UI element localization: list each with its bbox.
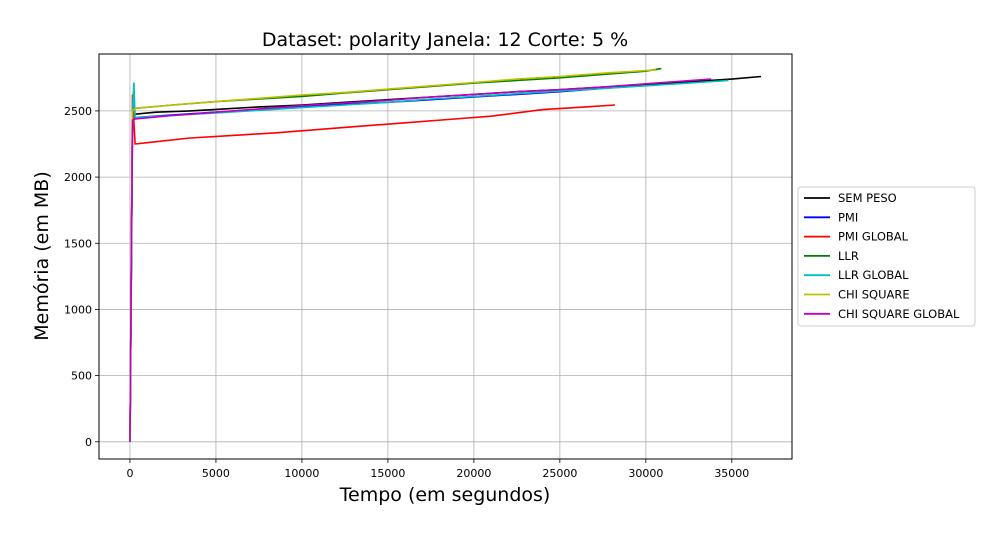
series-line-llr: [129, 67, 662, 442]
y-tick-label: 2000: [64, 171, 92, 184]
series-line-sem-peso: [129, 75, 762, 442]
legend-label-sem-peso: SEM PESO: [838, 191, 897, 205]
series-line-chi-square-global: [129, 78, 712, 442]
grid-lines: [99, 54, 792, 459]
y-tick-label: 0: [85, 436, 92, 449]
series-line-pmi: [129, 86, 621, 442]
series-line-pmi-global: [129, 94, 615, 442]
legend-box: [797, 186, 976, 327]
y-tick-label: 500: [71, 370, 92, 383]
y-tick-label: 1000: [64, 303, 92, 316]
x-tick-label: 30000: [628, 467, 663, 480]
series-lines: [129, 67, 762, 442]
x-axis-title: Tempo (em segundos): [339, 484, 551, 506]
y-tick-label: 1500: [64, 237, 92, 250]
legend: SEM PESO PMI PMI GLOBAL LLR LLR GLOBAL CHI SQ…: [797, 186, 976, 327]
legend-label-chi-square-global: CHI SQUARE GLOBAL: [838, 307, 960, 321]
legend-label-chi-square: CHI SQUARE: [838, 288, 910, 302]
x-tick-label: 10000: [284, 467, 319, 480]
x-tick-label: 20000: [456, 467, 491, 480]
x-tick-label: 15000: [370, 467, 405, 480]
x-tick-label: 25000: [542, 467, 577, 480]
y-tick-label: 2500: [64, 105, 92, 118]
series-line-chi-square: [129, 69, 657, 442]
legend-label-llr-global: LLR GLOBAL: [838, 268, 909, 282]
plot-area: [98, 53, 793, 460]
axis-ticks: 0 5000 10000 15000 20000 25000 30000 35000 0 500 1…: [64, 105, 749, 480]
chart-title: Dataset: polarity Janela: 12 Corte: 5 %: [262, 29, 628, 51]
legend-label-pmi-global: PMI GLOBAL: [838, 230, 909, 244]
legend-label-pmi: PMI: [838, 210, 858, 224]
series-line-llr-global: [129, 79, 729, 442]
x-tick-label: 0: [126, 467, 133, 480]
y-axis-title: Memória (em MB): [31, 171, 53, 340]
x-tick-label: 35000: [714, 467, 749, 480]
x-tick-label: 5000: [202, 467, 230, 480]
legend-label-llr: LLR: [838, 249, 859, 263]
